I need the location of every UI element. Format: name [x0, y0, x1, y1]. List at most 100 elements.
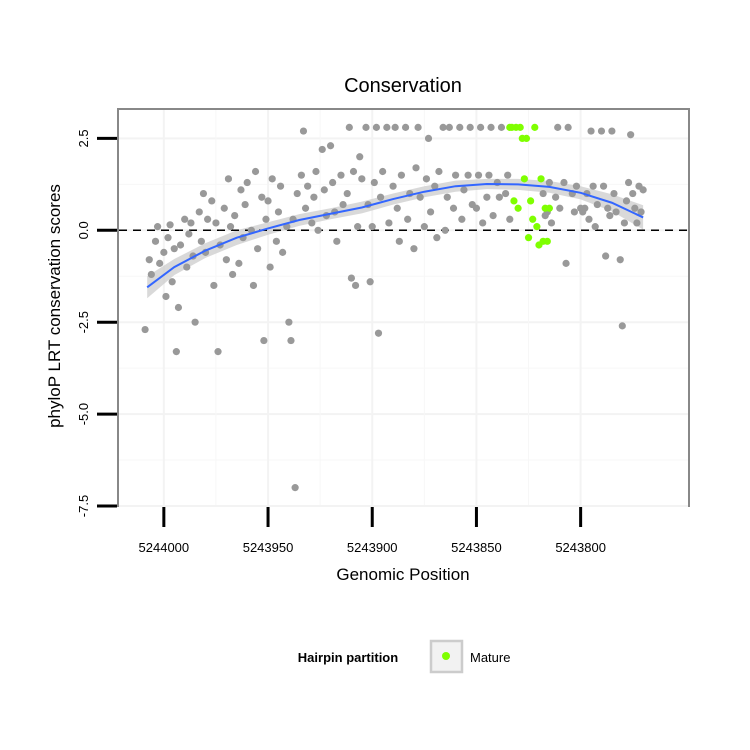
point-mature	[537, 175, 545, 183]
grid	[119, 110, 688, 507]
point-other	[629, 189, 637, 198]
point-other	[299, 127, 308, 135]
point-other	[441, 226, 449, 234]
point-other	[166, 221, 174, 229]
point-other	[162, 292, 170, 301]
point-other	[266, 263, 274, 271]
point-mature	[516, 123, 524, 131]
point-other	[145, 256, 153, 264]
point-other	[599, 182, 608, 190]
point-other	[258, 193, 266, 201]
point-other	[620, 219, 628, 227]
point-other	[351, 281, 360, 290]
point-other	[370, 178, 378, 187]
point-other	[431, 182, 439, 190]
point-mature	[531, 123, 539, 131]
point-other	[389, 182, 397, 190]
y-tick-label: -7.5	[76, 495, 91, 517]
x-tick-label: 5243900	[347, 540, 398, 555]
point-other	[439, 123, 447, 131]
point-other	[345, 123, 353, 131]
point-other	[495, 193, 503, 201]
point-other	[602, 252, 610, 260]
point-other	[612, 208, 620, 216]
point-mature	[510, 197, 518, 205]
point-other	[497, 123, 506, 131]
points-mature	[506, 123, 553, 249]
point-other	[456, 123, 464, 131]
point-other	[231, 212, 239, 220]
point-other	[272, 237, 280, 245]
point-other	[276, 182, 285, 190]
point-other	[422, 175, 431, 183]
point-other	[366, 278, 374, 286]
point-other	[560, 178, 568, 187]
point-other	[220, 204, 228, 212]
point-other	[358, 175, 366, 183]
point-other	[318, 145, 326, 154]
point-other	[426, 208, 435, 216]
point-other	[485, 171, 493, 179]
point-other	[251, 167, 260, 176]
smooth-line	[146, 182, 644, 289]
point-other	[616, 256, 624, 264]
point-other	[631, 204, 639, 212]
point-other	[262, 215, 270, 223]
point-other	[197, 237, 205, 245]
point-mature	[545, 204, 553, 212]
point-other	[581, 204, 589, 212]
point-other	[556, 204, 564, 212]
point-other	[326, 142, 335, 150]
point-other	[379, 167, 387, 176]
point-other	[464, 171, 472, 179]
point-other	[591, 223, 599, 231]
point-other	[414, 123, 422, 131]
point-other	[570, 208, 578, 216]
point-mature	[543, 237, 551, 245]
point-other	[443, 193, 451, 201]
point-other	[506, 215, 514, 223]
point-other	[287, 336, 295, 345]
point-other	[393, 204, 401, 212]
y-tick-label: -5.0	[76, 403, 91, 425]
point-other	[564, 123, 572, 131]
point-other	[285, 318, 293, 326]
point-other	[449, 204, 458, 212]
point-other	[627, 131, 635, 139]
y-tick-label: -2.5	[76, 311, 91, 333]
point-other	[312, 167, 320, 176]
point-other	[187, 219, 195, 227]
point-other	[376, 193, 385, 201]
point-other	[195, 208, 203, 216]
point-other	[362, 123, 370, 131]
point-other	[279, 248, 287, 256]
point-other	[301, 204, 310, 212]
point-other	[274, 208, 283, 216]
point-other	[372, 123, 381, 131]
point-other	[391, 123, 399, 131]
point-other	[229, 270, 237, 279]
point-other	[329, 178, 337, 187]
legend: Hairpin partition Mature	[298, 639, 510, 674]
point-other	[589, 182, 597, 190]
point-other	[212, 219, 220, 227]
x-axis-ticks: 5244000 5243950 5243900 5243850 5243800	[139, 507, 606, 555]
point-other	[637, 208, 645, 216]
point-other	[176, 241, 185, 249]
point-other	[424, 134, 433, 143]
point-other	[597, 127, 606, 135]
point-other	[404, 215, 412, 223]
point-other	[172, 348, 180, 356]
point-other	[222, 256, 230, 264]
point-other	[410, 245, 418, 253]
point-other	[249, 281, 258, 290]
point-other	[622, 197, 631, 205]
point-other	[293, 189, 301, 198]
point-other	[268, 175, 276, 183]
x-axis-title: Genomic Position	[336, 565, 469, 584]
point-other	[624, 178, 633, 187]
point-other	[260, 336, 268, 345]
point-other	[214, 348, 222, 356]
point-other	[472, 204, 481, 212]
point-other	[204, 215, 212, 223]
